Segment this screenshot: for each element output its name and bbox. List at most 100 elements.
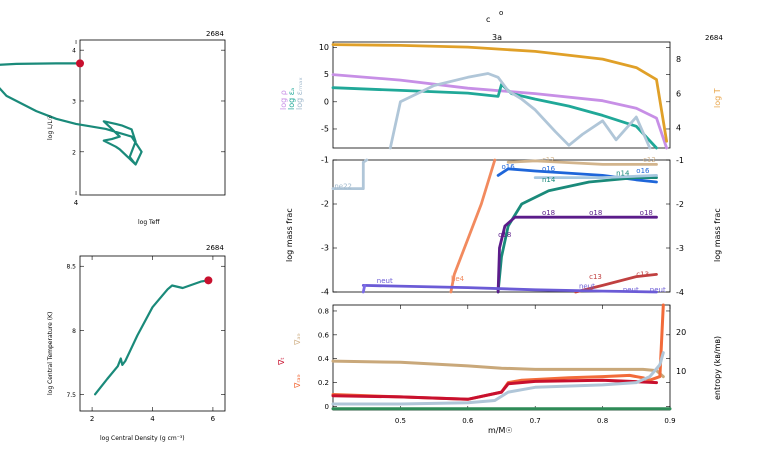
rhoT-frame xyxy=(79,255,226,412)
ytick-label: 2 xyxy=(72,149,76,156)
header-symbol-o: o xyxy=(499,9,503,17)
annotation-neut: neut xyxy=(650,286,666,294)
annotation-o18: o18 xyxy=(542,209,555,217)
xtick-label: 6 xyxy=(211,415,216,423)
annotation-o18: o18 xyxy=(640,209,653,217)
series-log-eps_nuc xyxy=(388,72,652,150)
bottom-right-ylabel: entropy (kʙ/mʙ) xyxy=(713,336,722,400)
series-ne22 xyxy=(331,158,369,190)
annotation-c12: c12 xyxy=(542,156,555,164)
ytick-label: 7.5 xyxy=(66,392,76,399)
xtick-label: 0.8 xyxy=(597,417,608,425)
ytick-label: -2 xyxy=(321,200,329,209)
annotation-n14: n14 xyxy=(542,176,556,184)
ytick-label: 3 xyxy=(72,98,76,105)
series-n14 xyxy=(496,176,658,294)
hr-title: 2684 xyxy=(206,30,224,38)
series-he4 xyxy=(449,158,497,294)
series-log-T xyxy=(331,43,668,143)
series-entropy xyxy=(331,351,665,406)
mid-right-ylabel: log mass frac xyxy=(713,208,722,262)
hr-track xyxy=(0,62,143,166)
profile-top-frame xyxy=(332,41,671,149)
ytick-label: -1 xyxy=(321,156,329,165)
ytick-label: 8 xyxy=(72,328,76,335)
ytick-label: 10 xyxy=(319,43,329,52)
xtick-label: 2 xyxy=(90,415,94,423)
profile-top-panel: -5 0 5 10 4 6 8 log ρ log εₐ log εᵣₘₐₓ log T xyxy=(279,41,722,150)
annotation-neut: neut xyxy=(377,277,393,285)
xtick-label: 0.5 xyxy=(395,417,406,425)
series-grad_T xyxy=(331,378,658,401)
annotation-neut: neut xyxy=(623,286,639,294)
annotation-c13: c13 xyxy=(636,271,649,279)
right-ytick-label: 20 xyxy=(676,328,686,337)
right-ytick-label: 4 xyxy=(676,123,681,132)
ytick-label: 0.4 xyxy=(318,355,330,363)
annotation-o18: o18 xyxy=(589,209,602,217)
annotation-o16: o16 xyxy=(542,165,556,173)
xtick-label: 0.7 xyxy=(530,417,541,425)
mid-ylabel: log mass frac xyxy=(285,208,294,262)
annotation-c12: c12 xyxy=(643,156,656,164)
top-right-ylabel: log T xyxy=(713,88,722,108)
rhoT-ylabel: log Central Temperature (K) xyxy=(47,312,54,395)
annotation-neut: neut xyxy=(579,282,595,290)
right-ytick-label: -1 xyxy=(676,156,684,165)
xtick-label: 4 xyxy=(74,199,79,207)
hr-diagram: 2684 23444.5 log Teff log L/L☉ xyxy=(0,30,226,226)
rho-t-diagram: 2684 7.5 8 8.5 2 4 6 log Central Density (g c… xyxy=(47,244,226,442)
series-log-rho xyxy=(331,73,668,150)
xtick-label: 0.6 xyxy=(462,417,474,425)
ytick-label: 0 xyxy=(324,97,329,106)
series-log-eps xyxy=(331,83,658,150)
right-ytick-label: 8 xyxy=(676,55,681,64)
top-ylabel: log εᵣₘₐₓ xyxy=(295,77,304,110)
rhoT-endpoint-marker xyxy=(204,276,213,285)
bottom-xlabel: m/M☉ xyxy=(488,426,513,435)
series-ne20 xyxy=(533,174,658,179)
hr-endpoint-marker xyxy=(76,59,84,68)
ytick-label: 8.5 xyxy=(66,264,76,271)
xtick-label: 0.9 xyxy=(664,417,675,425)
series-neut xyxy=(361,284,658,294)
ytick-label: -3 xyxy=(321,244,329,253)
ytick-label: 0.8 xyxy=(318,307,329,315)
bottom-ylabel: ∇ₜ xyxy=(277,357,286,366)
right-ytick-label: -3 xyxy=(676,244,684,253)
series-o16 xyxy=(496,167,658,184)
header-label: 3a xyxy=(492,33,502,42)
right-ytick-label: -2 xyxy=(676,200,684,209)
series-c13 xyxy=(574,273,658,294)
series-neut_2 xyxy=(361,284,367,294)
ytick-label: -4 xyxy=(321,288,329,297)
annotation-c13: c13 xyxy=(589,273,602,281)
annotation-o18: o18 xyxy=(498,231,511,239)
hr-ylabel: log L/L☉ xyxy=(47,115,54,140)
top-ylabel: log εₐ xyxy=(287,88,296,110)
series-c12 xyxy=(506,159,658,166)
ytick-label: 0.2 xyxy=(318,379,329,387)
ytick-label: 5 xyxy=(324,70,329,79)
annotation-n14: n14 xyxy=(616,169,630,177)
rhoT-track xyxy=(94,279,210,396)
annotation-o16: o16 xyxy=(636,167,650,175)
hr-xlabel: log Teff xyxy=(138,219,160,226)
ytick-label: 4 xyxy=(72,48,76,55)
model-number-right: 2684 xyxy=(705,34,723,42)
ytick-label: 0 xyxy=(325,403,329,411)
profile-mid-frame xyxy=(332,159,671,293)
ytick-label: 0.6 xyxy=(318,331,330,339)
bottom-ylabel: ∇ᵣₐₔ xyxy=(293,374,302,389)
xtick-label: 4 xyxy=(150,415,155,423)
annotation-o16: o16 xyxy=(502,163,516,171)
rhoT-title: 2684 xyxy=(206,244,224,252)
annotation-ne22: ne22 xyxy=(334,183,352,191)
series-o18 xyxy=(496,215,658,294)
rhoT-xlabel: log Central Density (g cm⁻³) xyxy=(100,435,185,442)
right-ytick-label: 10 xyxy=(676,367,686,376)
profile-bottom-panel: 0 0.2 0.4 0.6 0.8 0.5 0.6 0.7 0.8 0.9 10 20 ∇ₐₔ ∇ₜ ∇ᵣ… xyxy=(277,303,722,435)
profile-mid-panel: -4 -3 -2 -1 -4 -3 -2 -1 ne22 he4 neut neut neut neut o… xyxy=(285,156,722,298)
